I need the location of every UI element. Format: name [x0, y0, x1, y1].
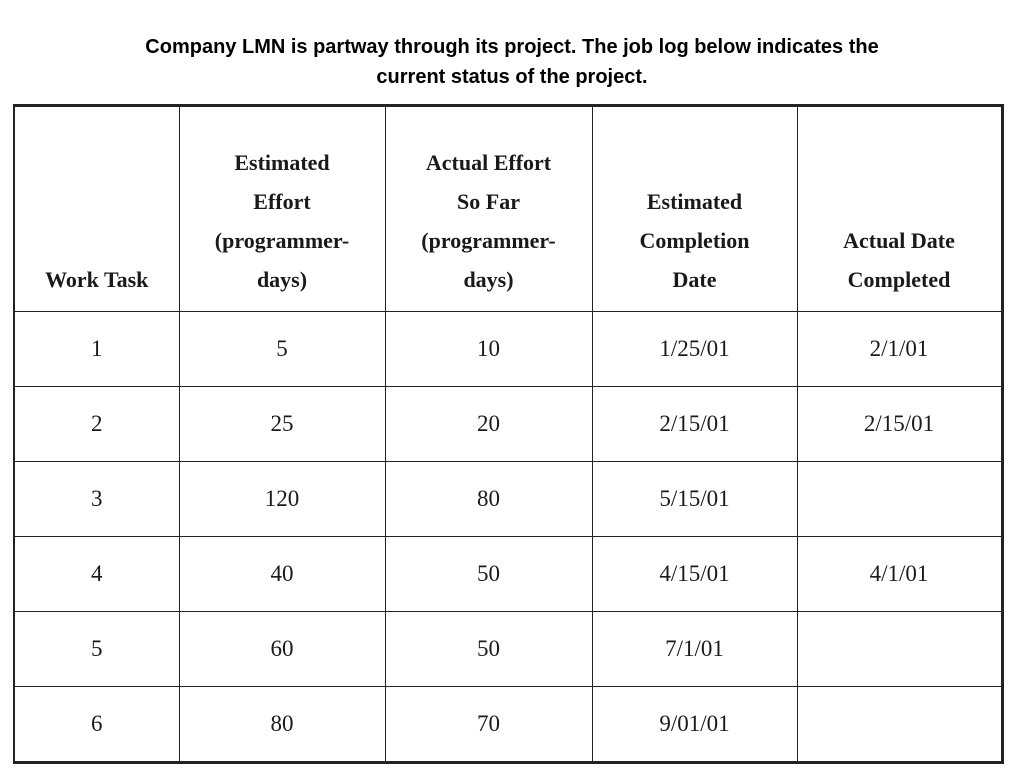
cell-actual-effort: 50: [384, 611, 593, 687]
cell-actual-date: 2/1/01: [796, 311, 1004, 387]
cell-actual-date: 2/15/01: [796, 386, 1004, 462]
header-actual-effort: Actual Effort So Far (programmer- days): [384, 104, 593, 312]
cell-actual-effort: 50: [384, 536, 593, 612]
cell-actual-effort: 80: [384, 461, 593, 537]
table-row: 4 40 50 4/15/01 4/1/01: [13, 536, 1004, 612]
cell-estimated-effort: 25: [178, 386, 386, 462]
header-work-task: Work Task: [13, 104, 180, 312]
cell-estimated-completion: 9/01/01: [591, 686, 798, 764]
cell-estimated-effort: 120: [178, 461, 386, 537]
cell-work-task: 3: [13, 461, 180, 537]
cell-estimated-completion: 1/25/01: [591, 311, 798, 387]
cell-work-task: 2: [13, 386, 180, 462]
header-estimated-effort: Estimated Effort (programmer- days): [178, 104, 386, 312]
table-row: 5 60 50 7/1/01: [13, 611, 1004, 687]
header-row: Work Task Estimated Effort (programmer- …: [13, 104, 1004, 312]
cell-estimated-completion: 4/15/01: [591, 536, 798, 612]
slide-title: Company LMN is partway through its proje…: [60, 32, 964, 92]
cell-actual-date: [796, 611, 1004, 687]
cell-work-task: 6: [13, 686, 180, 764]
cell-work-task: 1: [13, 311, 180, 387]
cell-actual-date: 4/1/01: [796, 536, 1004, 612]
title-line-1: Company LMN is partway through its proje…: [145, 36, 879, 58]
table-row: 6 80 70 9/01/01: [13, 686, 1004, 764]
cell-estimated-effort: 5: [178, 311, 386, 387]
cell-work-task: 4: [13, 536, 180, 612]
cell-actual-date: [796, 461, 1004, 537]
cell-estimated-effort: 40: [178, 536, 386, 612]
cell-estimated-completion: 5/15/01: [591, 461, 798, 537]
table-row: 3 120 80 5/15/01: [13, 461, 1004, 537]
cell-actual-effort: 20: [384, 386, 593, 462]
cell-estimated-completion: 7/1/01: [591, 611, 798, 687]
cell-work-task: 5: [13, 611, 180, 687]
job-log-table: Work Task Estimated Effort (programmer- …: [13, 104, 1004, 764]
cell-actual-effort: 10: [384, 311, 593, 387]
header-estimated-completion: Estimated Completion Date: [591, 104, 798, 312]
cell-estimated-effort: 80: [178, 686, 386, 764]
header-actual-date: Actual Date Completed: [796, 104, 1004, 312]
table-row: 2 25 20 2/15/01 2/15/01: [13, 386, 1004, 462]
title-line-2: current status of the project.: [376, 66, 648, 88]
cell-actual-date: [796, 686, 1004, 764]
cell-estimated-effort: 60: [178, 611, 386, 687]
cell-estimated-completion: 2/15/01: [591, 386, 798, 462]
table-row: 1 5 10 1/25/01 2/1/01: [13, 311, 1004, 387]
cell-actual-effort: 70: [384, 686, 593, 764]
